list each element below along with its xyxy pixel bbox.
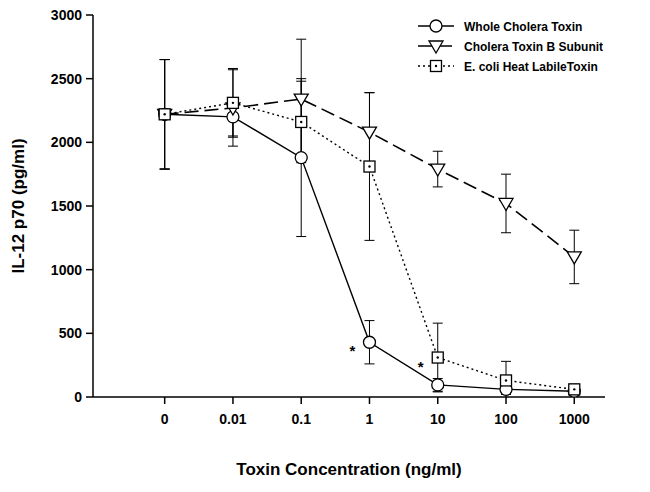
x-tick-label: 10 (430, 411, 446, 427)
chart: 0 500 1000 1500 2000 2500 3000 0 0.01 0.1 1 10 100 10… (0, 0, 650, 492)
annotation: * (350, 342, 356, 359)
y-tick (86, 14, 93, 16)
data-point (158, 109, 172, 121)
x-tick (437, 397, 439, 404)
data-point (159, 109, 170, 120)
error-bar (364, 321, 374, 364)
data-point (159, 108, 171, 120)
x-axis (93, 396, 605, 398)
data-point (296, 116, 307, 127)
data-point (501, 375, 512, 386)
legend-line (418, 65, 454, 66)
x-tick-label: 1000 (559, 411, 590, 427)
error-bar (433, 379, 443, 392)
data-point (227, 97, 238, 108)
error-bar (160, 60, 170, 170)
error-bar (569, 384, 579, 394)
data-point (431, 164, 445, 176)
error-bar (433, 323, 443, 392)
error-bar (364, 93, 374, 241)
y-tick-label: 2500 (51, 71, 82, 87)
legend-marker (430, 20, 442, 32)
data-point (363, 336, 375, 348)
y-tick (86, 333, 93, 335)
legend-label: Cholera Toxin B Subunit (464, 40, 603, 54)
x-tick (574, 397, 576, 404)
x-tick (164, 397, 166, 404)
x-tick (232, 397, 234, 404)
annotation: * (418, 358, 424, 375)
x-tick-label: 0.01 (219, 411, 246, 427)
y-axis-label: IL-12 p70 (pg/ml) (9, 138, 28, 273)
error-bar (160, 60, 170, 170)
y-tick (86, 205, 93, 207)
data-point (364, 161, 375, 172)
data-point (295, 152, 307, 164)
x-tick-label: 0 (161, 411, 169, 427)
y-tick-label: 1000 (51, 262, 82, 278)
y-tick-label: 0 (74, 389, 82, 405)
x-tick-label: 0.1 (291, 411, 311, 427)
y-tick-label: 2000 (51, 134, 82, 150)
y-tick (86, 269, 93, 271)
data-point (567, 252, 581, 264)
y-tick-label: 500 (59, 325, 83, 341)
x-tick-label: 100 (494, 411, 518, 427)
data-point (432, 379, 444, 391)
y-tick-label: 3000 (51, 7, 82, 23)
y-tick (86, 396, 93, 398)
error-bar (160, 60, 170, 170)
x-tick (369, 397, 371, 404)
legend-label: Whole Cholera Toxin (464, 20, 582, 34)
plot-area (158, 39, 582, 397)
legend: Whole Cholera Toxin Cholera Toxin B Subun… (418, 20, 603, 74)
error-bar (228, 68, 238, 137)
x-tick (300, 397, 302, 404)
error-bar (501, 361, 511, 397)
x-tick (505, 397, 507, 404)
x-tick-label: 1 (366, 411, 374, 427)
data-point (432, 352, 443, 363)
data-point (362, 127, 376, 139)
y-tick (86, 142, 93, 144)
legend-marker (431, 61, 442, 72)
x-axis-label: Toxin Concentration (ng/ml) (236, 460, 461, 479)
legend-marker (429, 41, 443, 53)
legend-label: E. coli Heat LabileToxin (464, 60, 598, 74)
data-point (294, 94, 308, 106)
y-tick (86, 78, 93, 80)
data-point (499, 198, 513, 210)
data-point (569, 384, 580, 395)
y-tick-label: 1500 (51, 198, 82, 214)
